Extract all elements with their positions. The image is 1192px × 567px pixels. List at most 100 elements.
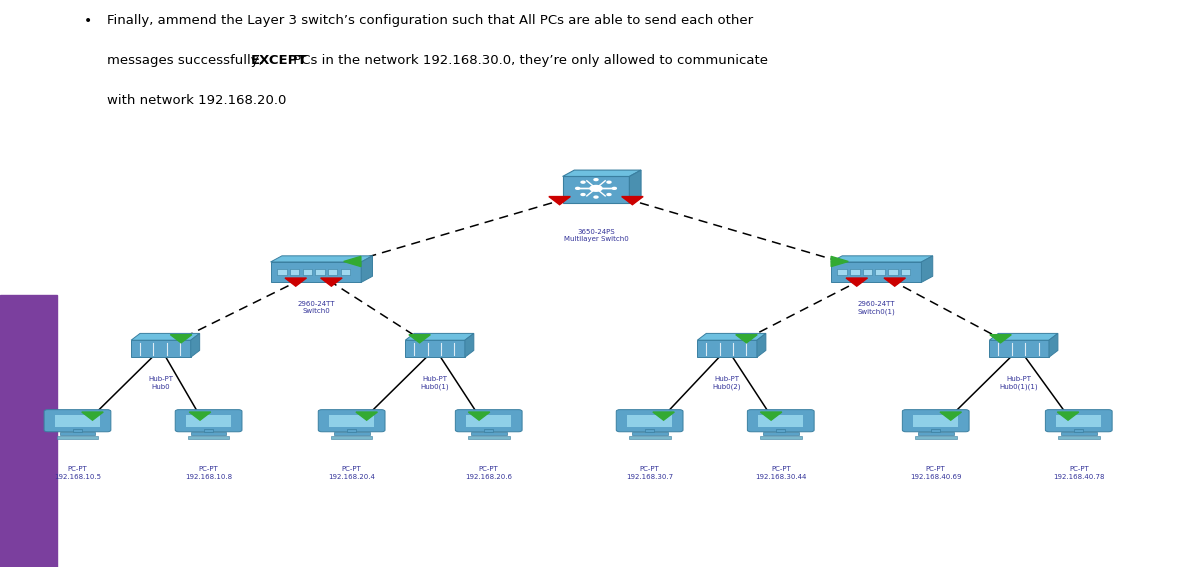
- FancyBboxPatch shape: [763, 431, 799, 435]
- FancyBboxPatch shape: [204, 429, 213, 432]
- FancyBboxPatch shape: [330, 437, 372, 439]
- FancyBboxPatch shape: [334, 431, 370, 435]
- FancyBboxPatch shape: [563, 176, 629, 204]
- Text: PC-PT
192.168.30.44: PC-PT 192.168.30.44: [755, 466, 807, 480]
- FancyBboxPatch shape: [484, 429, 493, 432]
- Polygon shape: [343, 256, 361, 266]
- FancyBboxPatch shape: [1074, 429, 1084, 432]
- FancyBboxPatch shape: [1056, 415, 1101, 427]
- FancyBboxPatch shape: [318, 410, 385, 432]
- Polygon shape: [940, 412, 962, 420]
- Circle shape: [607, 193, 611, 196]
- Polygon shape: [989, 333, 1057, 340]
- Polygon shape: [170, 335, 192, 343]
- Text: EXCEPT: EXCEPT: [252, 54, 308, 67]
- Circle shape: [594, 179, 598, 180]
- Polygon shape: [465, 333, 473, 357]
- Circle shape: [581, 181, 585, 183]
- Polygon shape: [321, 278, 342, 286]
- FancyBboxPatch shape: [175, 410, 242, 432]
- Bar: [901, 269, 911, 275]
- Polygon shape: [356, 412, 378, 420]
- FancyBboxPatch shape: [73, 429, 82, 432]
- Text: Hub-PT
Hub0(1)(1): Hub-PT Hub0(1)(1): [1000, 376, 1038, 390]
- Text: PC-PT
192.168.20.6: PC-PT 192.168.20.6: [465, 466, 513, 480]
- Polygon shape: [548, 197, 570, 205]
- Bar: [875, 269, 884, 275]
- Text: PC-PT
192.168.30.7: PC-PT 192.168.30.7: [626, 466, 673, 480]
- Polygon shape: [1057, 412, 1079, 420]
- Text: Hub-PT
Hub0(1): Hub-PT Hub0(1): [421, 376, 449, 390]
- FancyBboxPatch shape: [758, 415, 803, 427]
- FancyBboxPatch shape: [902, 410, 969, 432]
- Text: •: •: [83, 14, 92, 28]
- Circle shape: [607, 181, 611, 183]
- FancyBboxPatch shape: [188, 437, 229, 439]
- FancyBboxPatch shape: [44, 410, 111, 432]
- FancyBboxPatch shape: [918, 431, 954, 435]
- Circle shape: [581, 193, 585, 196]
- Polygon shape: [622, 197, 644, 205]
- FancyBboxPatch shape: [747, 410, 814, 432]
- Bar: [341, 269, 350, 275]
- Polygon shape: [831, 256, 849, 266]
- Circle shape: [613, 188, 616, 189]
- Polygon shape: [271, 256, 372, 262]
- FancyBboxPatch shape: [191, 431, 226, 435]
- Text: 2960-24TT
Switch0(1): 2960-24TT Switch0(1): [857, 301, 895, 315]
- Text: 3650-24PS
Multilayer Switch0: 3650-24PS Multilayer Switch0: [564, 229, 628, 242]
- FancyBboxPatch shape: [56, 437, 98, 439]
- FancyBboxPatch shape: [1045, 410, 1112, 432]
- Polygon shape: [735, 335, 757, 343]
- Text: messages successfully,: messages successfully,: [107, 54, 267, 67]
- Bar: [850, 269, 859, 275]
- Polygon shape: [285, 278, 306, 286]
- FancyBboxPatch shape: [466, 415, 511, 427]
- Bar: [290, 269, 299, 275]
- Polygon shape: [191, 333, 200, 357]
- FancyBboxPatch shape: [131, 340, 191, 357]
- FancyBboxPatch shape: [471, 431, 507, 435]
- Bar: [303, 269, 312, 275]
- Polygon shape: [831, 256, 932, 262]
- Polygon shape: [760, 412, 782, 420]
- Text: PC-PT
192.168.40.78: PC-PT 192.168.40.78: [1053, 466, 1105, 480]
- Polygon shape: [697, 333, 765, 340]
- Text: PC-PT
192.168.10.5: PC-PT 192.168.10.5: [54, 466, 101, 480]
- Polygon shape: [190, 412, 211, 420]
- FancyBboxPatch shape: [405, 340, 465, 357]
- Polygon shape: [468, 412, 490, 420]
- Bar: [0, 295, 57, 567]
- Polygon shape: [989, 335, 1011, 343]
- FancyBboxPatch shape: [467, 437, 509, 439]
- Text: PC-PT
192.168.20.4: PC-PT 192.168.20.4: [328, 466, 375, 480]
- Bar: [888, 269, 898, 275]
- Circle shape: [590, 185, 602, 191]
- Polygon shape: [1049, 333, 1057, 357]
- Text: Hub-PT
Hub0: Hub-PT Hub0: [149, 376, 173, 390]
- FancyBboxPatch shape: [632, 431, 668, 435]
- FancyBboxPatch shape: [915, 437, 957, 439]
- Polygon shape: [82, 412, 104, 420]
- Text: PCs in the network 192.168.30.0, they’re only allowed to communicate: PCs in the network 192.168.30.0, they’re…: [288, 54, 768, 67]
- FancyBboxPatch shape: [329, 415, 374, 427]
- Polygon shape: [921, 256, 932, 282]
- FancyBboxPatch shape: [931, 429, 940, 432]
- FancyBboxPatch shape: [645, 429, 654, 432]
- FancyBboxPatch shape: [55, 415, 100, 427]
- Polygon shape: [653, 412, 675, 420]
- FancyBboxPatch shape: [629, 437, 671, 439]
- Text: with network 192.168.20.0: with network 192.168.20.0: [107, 94, 286, 107]
- Polygon shape: [409, 335, 430, 343]
- FancyBboxPatch shape: [60, 431, 95, 435]
- FancyBboxPatch shape: [186, 415, 231, 427]
- Bar: [863, 269, 873, 275]
- FancyBboxPatch shape: [627, 415, 672, 427]
- FancyBboxPatch shape: [760, 437, 802, 439]
- Polygon shape: [405, 333, 473, 340]
- Polygon shape: [563, 170, 641, 176]
- FancyBboxPatch shape: [989, 340, 1049, 357]
- Polygon shape: [757, 333, 765, 357]
- Polygon shape: [629, 170, 641, 204]
- Text: Hub-PT
Hub0(2): Hub-PT Hub0(2): [713, 376, 741, 390]
